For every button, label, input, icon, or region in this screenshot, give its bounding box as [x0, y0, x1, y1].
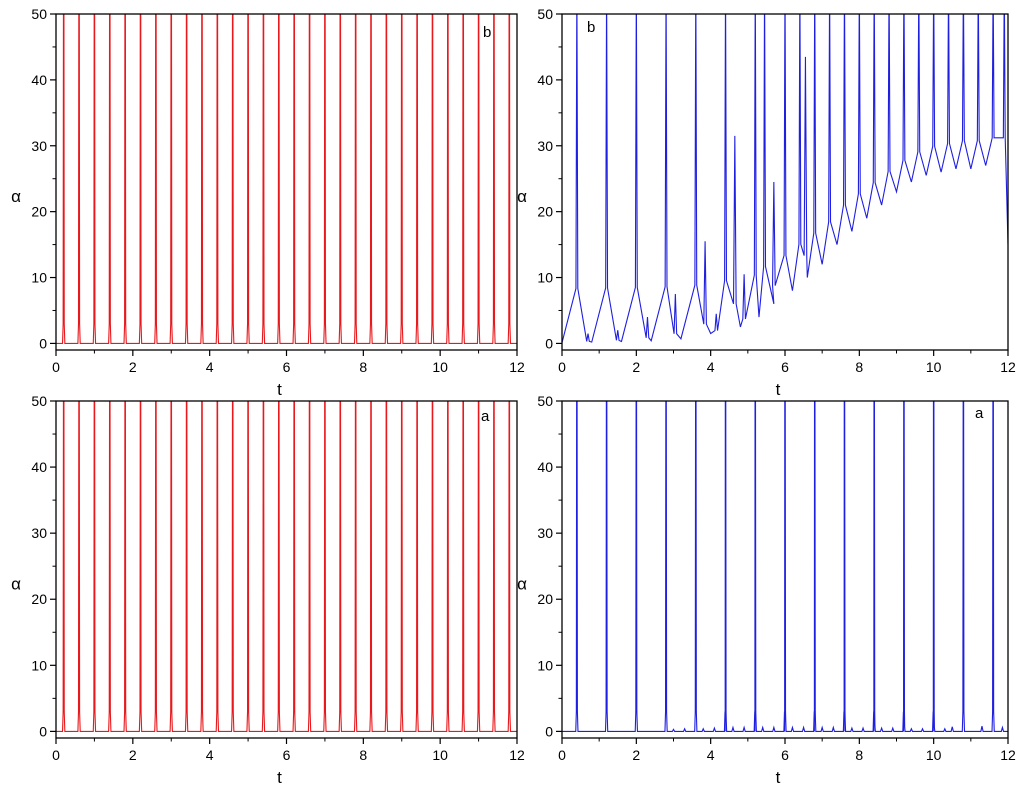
x-tick-label: 12 [1000, 359, 1016, 375]
y-tick-label: 20 [31, 204, 47, 220]
y-tick-label: 50 [537, 393, 553, 409]
x-axis-title: t [277, 768, 282, 787]
x-tick-label: 12 [509, 747, 525, 763]
x-tick-label: 0 [558, 359, 566, 375]
x-tick-label: 2 [129, 359, 137, 375]
panel-top-left: 0 2 4 6 8 10 12 0 10 20 30 40 50 t α b [11, 6, 525, 399]
x-tick-label: 8 [359, 359, 367, 375]
x-axis-title: t [776, 380, 781, 399]
x-tick-label: 10 [432, 359, 448, 375]
x-tick-label: 6 [283, 359, 291, 375]
x-tick-label: 8 [855, 359, 863, 375]
y-tick-label: 10 [537, 657, 553, 673]
x-tick-label: 12 [1000, 747, 1016, 763]
x-axis-title: t [277, 380, 282, 399]
x-tick-label: 8 [855, 747, 863, 763]
y-tick-label: 10 [537, 270, 553, 286]
y-tick-label: 0 [545, 723, 553, 739]
y-tick-label: 10 [31, 270, 47, 286]
y-tick-label: 10 [31, 657, 47, 673]
series-line [56, 401, 517, 732]
x-tick-label: 4 [707, 359, 715, 375]
x-tick-label: 4 [707, 747, 715, 763]
panel-label: a [975, 405, 984, 422]
y-tick-label: 30 [31, 525, 47, 541]
x-tick-label: 6 [781, 747, 789, 763]
panel-label: a [481, 408, 490, 425]
x-tick-label: 2 [632, 747, 640, 763]
y-tick-label: 30 [537, 525, 553, 541]
y-axis-title: α [517, 575, 527, 594]
y-axis-title: α [11, 575, 21, 594]
y-tick-label: 40 [537, 459, 553, 475]
series-line [56, 14, 517, 344]
x-tick-label: 2 [129, 747, 137, 763]
x-tick-label: 4 [206, 747, 214, 763]
x-tick-label: 12 [509, 359, 525, 375]
x-tick-label: 10 [926, 359, 942, 375]
y-tick-label: 0 [39, 335, 47, 351]
y-tick-label: 50 [31, 6, 47, 22]
x-tick-label: 8 [359, 747, 367, 763]
panel-bottom-right: 0 2 4 6 8 10 12 0 10 20 30 40 50 t α a [517, 393, 1016, 787]
y-tick-label: 20 [31, 591, 47, 607]
x-tick-label: 6 [283, 747, 291, 763]
y-tick-label: 20 [537, 591, 553, 607]
x-tick-label: 10 [926, 747, 942, 763]
x-tick-label: 6 [781, 359, 789, 375]
y-axis-title: α [11, 187, 21, 206]
x-tick-label: 4 [206, 359, 214, 375]
y-tick-label: 50 [31, 393, 47, 409]
y-tick-label: 40 [31, 459, 47, 475]
y-tick-label: 50 [537, 6, 553, 22]
series-line [562, 401, 1008, 732]
x-tick-label: 0 [52, 747, 60, 763]
y-tick-label: 40 [537, 72, 553, 88]
x-axis-title: t [776, 768, 781, 787]
panel-label: b [483, 24, 491, 41]
y-axis-title: α [517, 187, 527, 206]
panel-bottom-left: 0 2 4 6 8 10 12 0 10 20 30 40 50 t α a [11, 393, 525, 787]
y-tick-label: 40 [31, 72, 47, 88]
series-line [562, 14, 1008, 343]
x-tick-label: 0 [52, 359, 60, 375]
y-tick-label: 0 [39, 723, 47, 739]
panel-top-right: 0 2 4 6 8 10 12 0 10 20 30 40 50 t α b [517, 6, 1016, 399]
x-tick-label: 10 [432, 747, 448, 763]
y-tick-label: 30 [31, 138, 47, 154]
panel-label: b [587, 19, 595, 36]
y-tick-label: 20 [537, 204, 553, 220]
x-tick-label: 2 [632, 359, 640, 375]
x-tick-label: 0 [558, 747, 566, 763]
y-tick-label: 30 [537, 138, 553, 154]
y-tick-label: 0 [545, 335, 553, 351]
